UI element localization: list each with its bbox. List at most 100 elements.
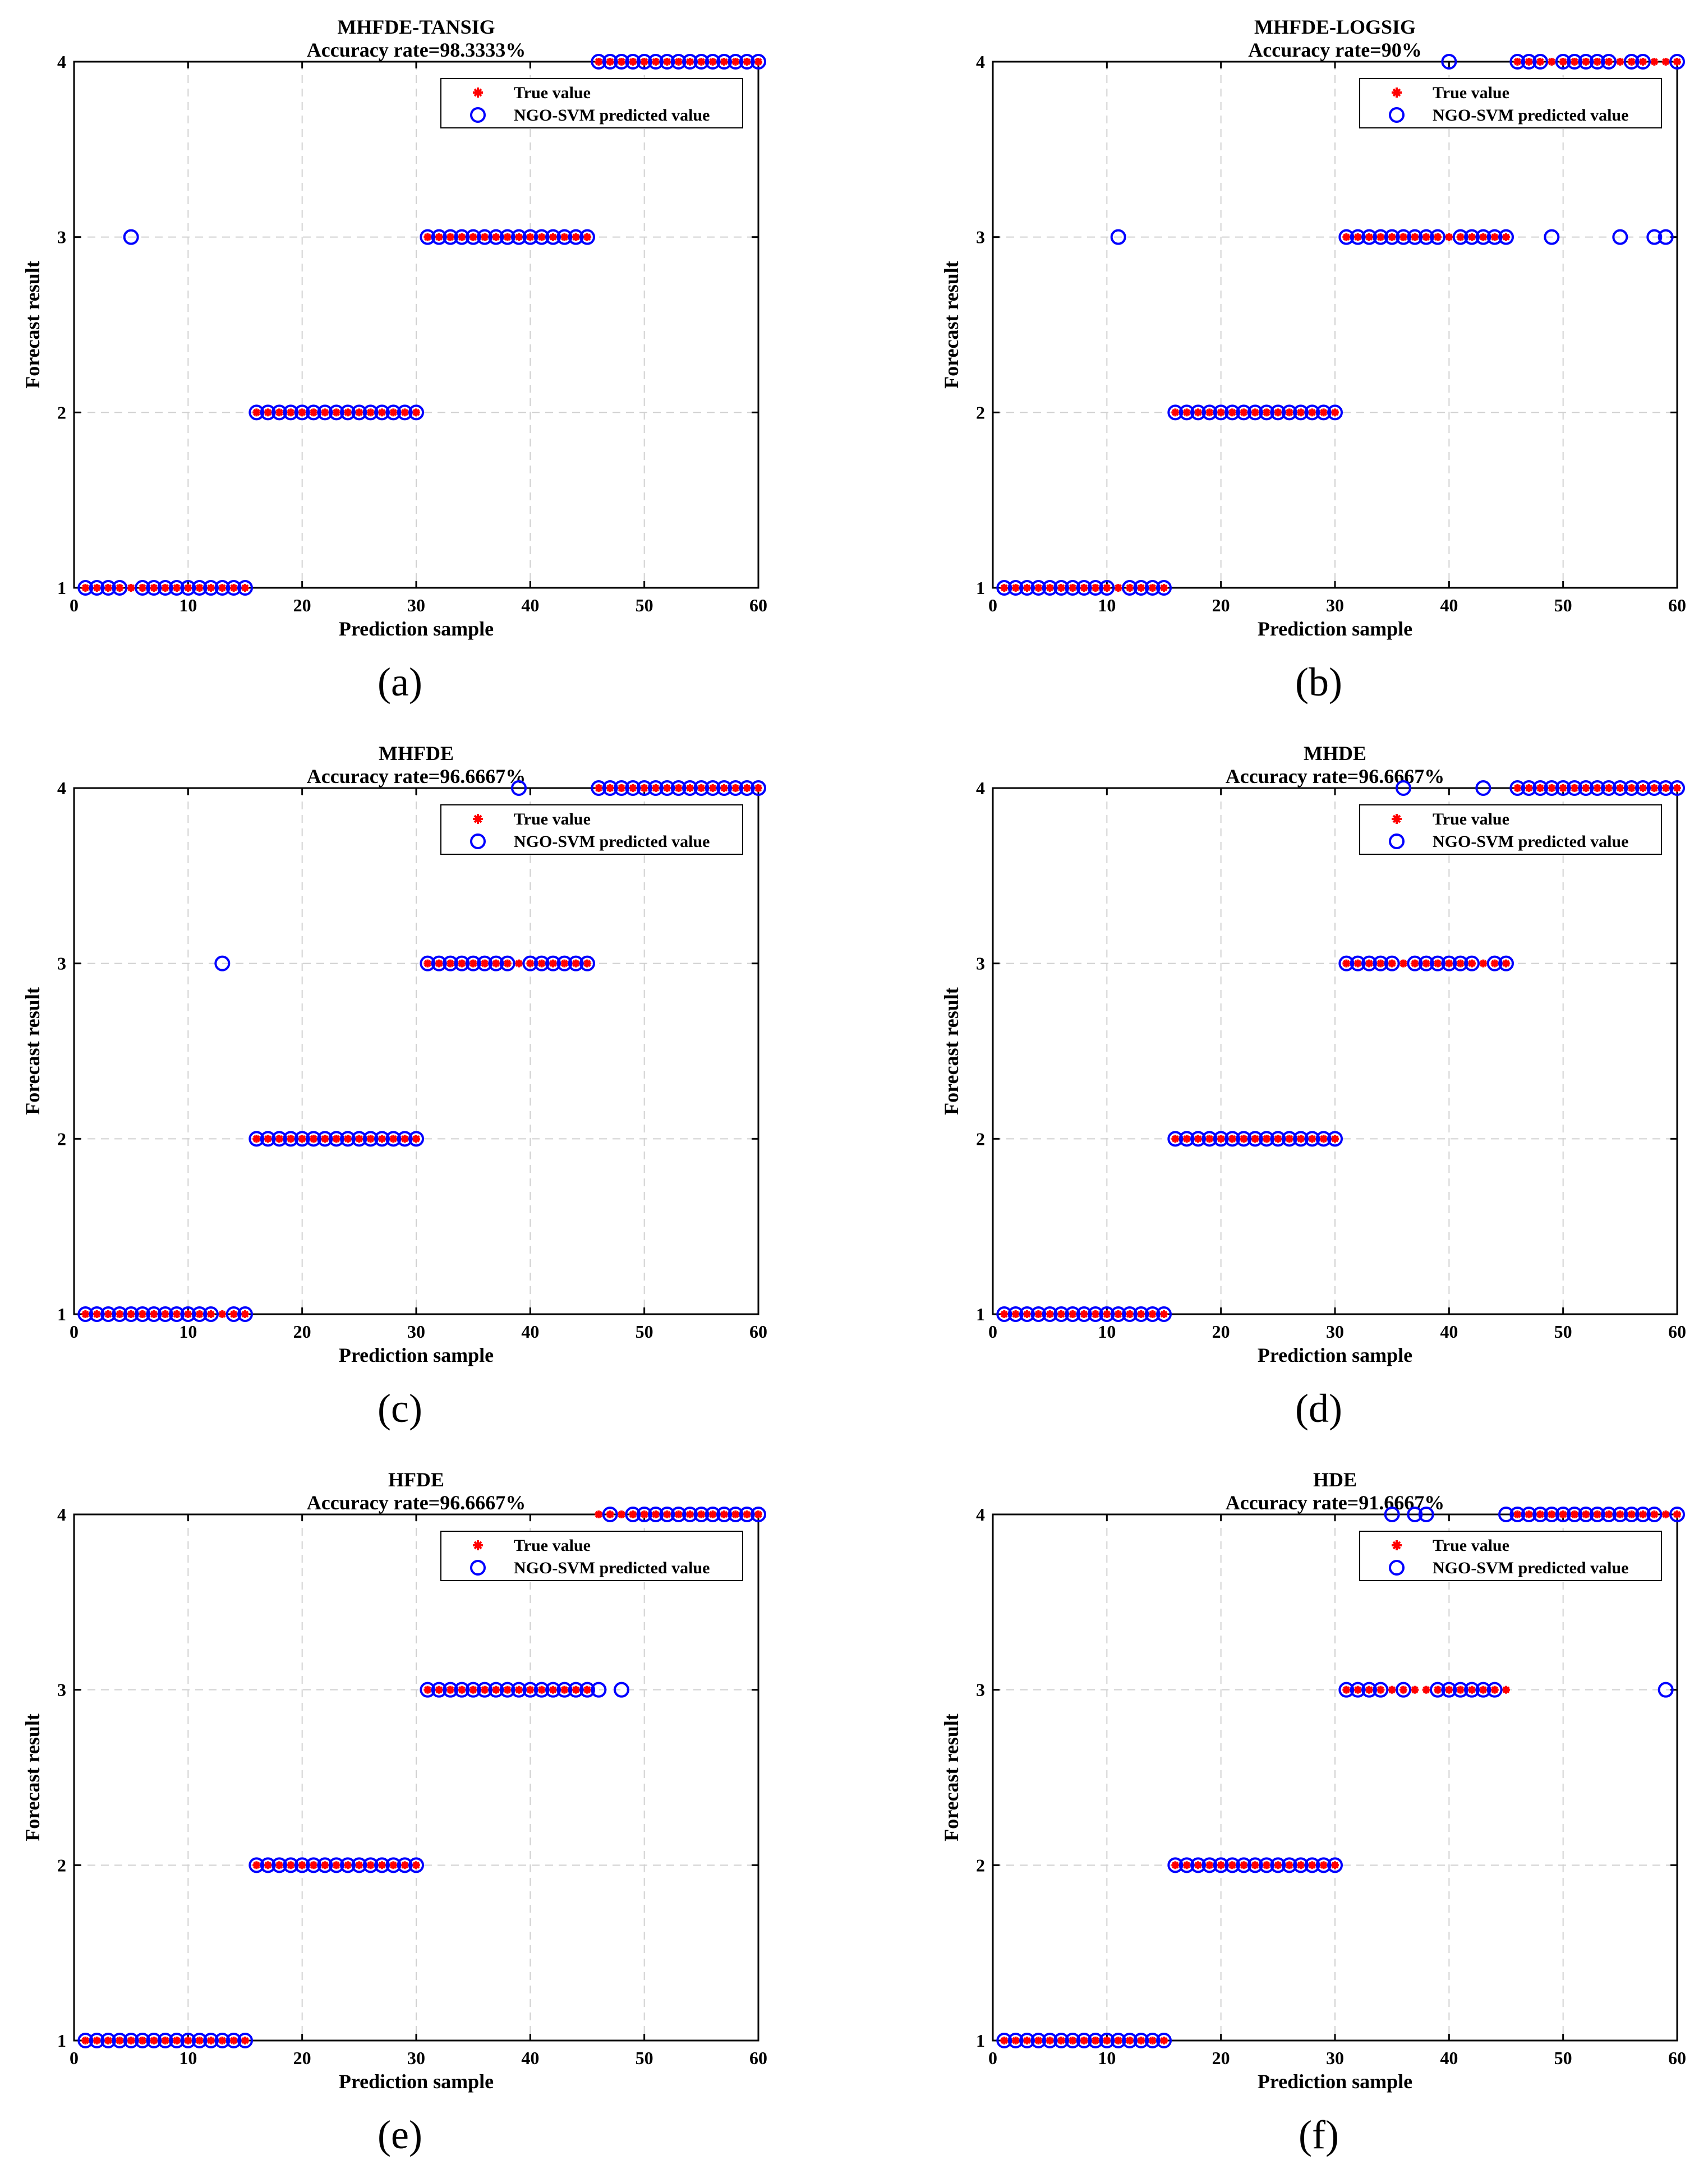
predicted-value-point: [1030, 2033, 1047, 2048]
predicted-value-point: [1133, 1306, 1149, 1322]
true-marker-stroke: [1628, 58, 1636, 66]
predicted-value-point: [1270, 404, 1286, 421]
true-marker-stroke: [1548, 1510, 1555, 1518]
predicted-value-point: [1373, 955, 1389, 971]
predicted-value-point: [682, 780, 698, 796]
predicted-value-point: [477, 229, 492, 245]
true-value-point: [116, 2037, 124, 2044]
true-value-point: [1251, 408, 1259, 417]
predicted-value-point: [716, 54, 732, 70]
true-marker-stroke: [1320, 1135, 1328, 1143]
true-marker-stroke: [93, 1310, 101, 1318]
true-marker-stroke: [1103, 1310, 1111, 1318]
true-marker-stroke: [1286, 1861, 1293, 1869]
legend: True value NGO-SVM predicted value: [440, 78, 743, 128]
predicted-value-point: [77, 2033, 94, 2048]
true-value-point: [1445, 959, 1453, 968]
true-marker-stroke: [1251, 408, 1259, 416]
predicted-value-point: [203, 1306, 219, 1322]
predicted-value-point: [511, 780, 527, 796]
true-value-point: [264, 408, 272, 417]
legend-pred-marker: [1389, 1560, 1405, 1576]
true-marker-stroke: [1479, 1686, 1487, 1694]
predicted-value-point: [1088, 1306, 1103, 1322]
true-marker-stroke: [515, 233, 523, 241]
predicted-value-point: [1669, 1507, 1685, 1522]
true-marker-stroke: [560, 960, 568, 968]
predicted-value-point: [693, 1507, 710, 1522]
predicted-value-point: [728, 54, 744, 70]
true-marker-stroke: [1240, 1861, 1247, 1869]
predicted-value-point: [100, 2033, 116, 2048]
true-marker-stroke: [1160, 2037, 1168, 2044]
true-marker-stroke: [1297, 1861, 1305, 1869]
true-marker-stroke: [378, 1135, 386, 1143]
true-value-point: [298, 1135, 306, 1143]
true-marker-stroke: [423, 960, 431, 968]
true-value-point: [1456, 233, 1465, 241]
y-tick-label: 3: [57, 1680, 66, 1700]
x-tick-label: 40: [521, 2048, 539, 2068]
x-axis-label: Prediction sample: [1258, 2070, 1412, 2093]
predicted-value-point: [169, 580, 185, 596]
y-axis-label: Forecast result: [21, 261, 44, 389]
x-tick-label: 30: [407, 595, 425, 615]
true-value-point: [537, 233, 546, 241]
true-value-point: [1661, 1510, 1670, 1518]
legend-true-label: True value: [514, 1536, 591, 1555]
true-value-point: [366, 408, 375, 417]
true-value-point: [161, 584, 169, 592]
predicted-value-point: [123, 2033, 139, 2048]
predicted-value-point: [1601, 1507, 1617, 1522]
true-marker-stroke: [1594, 784, 1601, 792]
predicted-value-point: [340, 1857, 356, 1873]
true-value-point: [389, 1861, 398, 1869]
true-value-point: [537, 959, 546, 968]
predicted-value-point: [636, 780, 652, 796]
true-value-point: [754, 1510, 762, 1518]
true-marker-stroke: [104, 584, 112, 592]
predicted-value-point: [157, 580, 173, 596]
predicted-value-point: [146, 580, 162, 596]
predicted-value-point: [1178, 404, 1195, 421]
predicted-value-point: [739, 1507, 755, 1522]
true-marker-stroke: [1594, 58, 1601, 66]
true-value-point: [1331, 1135, 1339, 1143]
predicted-value-point: [499, 955, 515, 971]
predicted-value-point: [89, 580, 105, 596]
true-value-point: [139, 584, 146, 592]
true-marker-stroke: [606, 1510, 614, 1518]
true-value-point: [1536, 784, 1544, 792]
predicted-value-point: [1247, 404, 1263, 421]
true-value-point: [1205, 1861, 1214, 1869]
true-marker-stroke: [469, 1686, 477, 1694]
true-marker-stroke: [1594, 1510, 1601, 1518]
true-value-point: [1490, 233, 1499, 241]
true-marker-stroke: [423, 1686, 431, 1694]
true-marker-stroke: [1080, 1310, 1088, 1318]
true-marker-stroke: [1240, 408, 1247, 416]
predicted-value-point: [1088, 580, 1103, 596]
true-value-point: [572, 1685, 580, 1694]
predicted-value-point: [1053, 2033, 1069, 2048]
true-value-point: [1263, 1861, 1270, 1869]
true-value-point: [481, 959, 489, 968]
predicted-value-point: [1236, 1131, 1252, 1147]
x-tick-label: 40: [1440, 595, 1458, 615]
predicted-value-point: [499, 1682, 515, 1698]
predicted-value-point: [1350, 1682, 1366, 1698]
true-value-point: [1536, 1510, 1544, 1518]
true-marker-stroke: [526, 1686, 534, 1694]
true-marker-stroke: [473, 88, 482, 97]
true-value-point: [1468, 233, 1476, 241]
true-marker-stroke: [81, 1310, 89, 1318]
predicted-value-point: [1464, 955, 1480, 971]
true-marker-stroke: [1354, 960, 1362, 968]
predicted-value-point: [1601, 54, 1617, 70]
x-tick-label: 20: [1212, 2048, 1230, 2068]
y-tick-label: 4: [57, 1504, 66, 1525]
true-value-point: [1148, 1310, 1157, 1318]
true-value-point: [1319, 1135, 1328, 1143]
x-tick-label: 20: [293, 2048, 311, 2068]
